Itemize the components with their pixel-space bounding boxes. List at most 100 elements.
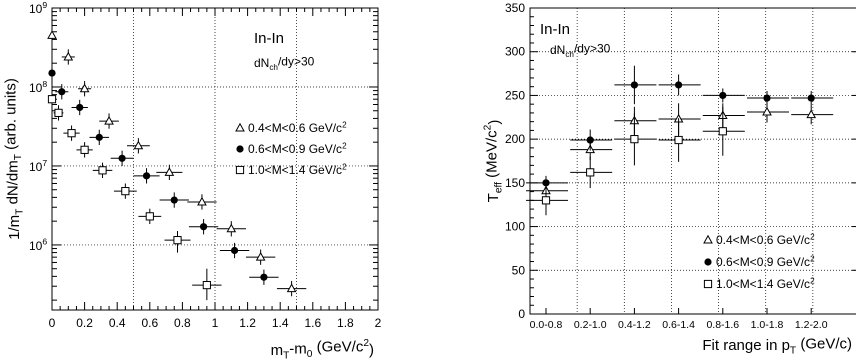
data-point: [807, 94, 815, 102]
y-tick-label: 0: [518, 307, 525, 321]
series: [47, 91, 222, 301]
data-point: [719, 91, 727, 100]
legend: 0.4<M<0.6 GeV/c2​ 0.6<M<0.9 GeV/c2​ 1.0<M<…: [703, 233, 815, 291]
data-point: [230, 246, 239, 255]
y-tick-label: 250: [505, 88, 525, 102]
legend-marker: [704, 258, 712, 266]
data-point: [121, 187, 130, 196]
axis-ticks: [530, 7, 856, 315]
y-tick-label: 106: [29, 237, 47, 253]
data-point: [197, 196, 207, 206]
x-tick-label: 0.8: [174, 316, 191, 330]
data-point: [170, 196, 178, 204]
y-tick-label: 100: [505, 220, 525, 234]
panel-title: In-In: [540, 21, 570, 38]
data-point: [541, 196, 551, 205]
x-axis-title: Fit range in pT​ (GeV/c): [702, 335, 852, 356]
data-point: [80, 145, 89, 154]
y-tick-labels: 106 107 108 109: [29, 0, 47, 253]
legend-label: 1.0<M<1.4 GeV/c2​: [248, 163, 347, 177]
y-tick-label: 108: [29, 79, 47, 95]
y-tick-label: 350: [505, 1, 525, 15]
data-point: [76, 103, 84, 112]
data-points: [47, 27, 307, 301]
y-axis-title: 1/mT​ dN/dmT​ (arb. units): [3, 78, 26, 240]
data-point: [47, 30, 57, 39]
data-point: [763, 94, 771, 102]
data-point: [63, 51, 74, 61]
data-point: [79, 83, 90, 93]
legend-marker: [703, 234, 713, 244]
panel-subtitle: dNch​/dy>30: [550, 42, 611, 59]
x-tick-label: 0.6-1.4: [662, 319, 695, 331]
grid: [530, 8, 856, 314]
data-point: [630, 135, 639, 144]
x-tick-label: 2: [375, 316, 382, 330]
data-point: [226, 223, 237, 233]
data-point: [260, 273, 268, 281]
data-point: [674, 135, 683, 145]
data-point: [173, 236, 182, 245]
data-point: [586, 136, 594, 144]
x-tick-label: 1: [212, 316, 219, 330]
legend-label: 0.4<M<0.6 GeV/c2​: [248, 121, 347, 135]
data-point: [104, 115, 114, 125]
y-tick-label: 107: [29, 158, 47, 174]
x-tick-label: 1.6: [304, 316, 321, 330]
x-tick-label: 0.8-1.6: [706, 319, 739, 331]
panel-teff: 0.0-0.8 0.2-1.0 0.4-1.2 0.6-1.4 0.8-1.6 1.0-1…: [483, 1, 856, 357]
data-point: [95, 133, 103, 141]
data-point: [118, 154, 126, 162]
x-axis-title: mT​-m0​ (GeV/c2​): [271, 338, 374, 362]
legend-label: 0.6<M<0.9 GeV/c2​: [248, 142, 347, 156]
data-point: [58, 88, 66, 96]
data-point: [48, 69, 56, 77]
data-point: [762, 106, 772, 116]
data-point: [630, 81, 639, 89]
panel-title: In-In: [254, 30, 284, 47]
x-tick-label: 1.4: [272, 316, 289, 330]
data-point: [164, 167, 175, 176]
panel-spectra: 0 0.2 0.4 0.6 0.8 1 1.2 1.4 1.6 1.8 2 106 107 108 109…: [3, 0, 382, 362]
legend-label: 0.6<M<0.9 GeV/c2​: [716, 255, 815, 269]
series: [526, 106, 745, 216]
series: [526, 101, 834, 200]
y-tick-label: 109: [29, 0, 47, 16]
x-tick-label: 0: [49, 316, 56, 330]
legend-marker: [235, 122, 245, 132]
legend-marker: [236, 145, 244, 153]
x-tick-label: 1.2: [239, 316, 256, 330]
x-tick-labels: 0.0-0.8 0.2-1.0 0.4-1.2 0.6-1.4 0.8-1.6 1.0-1…: [530, 319, 828, 331]
data-point: [145, 212, 154, 221]
data-point: [542, 179, 550, 187]
data-point: [255, 251, 266, 261]
plot-frame: [529, 7, 856, 315]
legend: 0.4<M<0.6 GeV/c2​ 0.6<M<0.9 GeV/c2​ 1.0<M<…: [235, 121, 347, 177]
x-tick-label: 0.2-1.0: [574, 319, 607, 331]
data-point: [98, 166, 107, 175]
legend-marker: [235, 165, 245, 175]
series: [48, 65, 279, 285]
x-tick-label: 0.4: [109, 316, 126, 330]
x-tick-label: 1.2-2.0: [795, 319, 828, 331]
data-point: [67, 129, 76, 138]
y-tick-label: 300: [505, 45, 525, 59]
series: [47, 27, 307, 297]
data-point: [142, 172, 151, 180]
x-tick-label: 1.0-1.8: [751, 319, 784, 331]
x-tick-labels: 0 0.2 0.4 0.6 0.8 1 1.2 1.4 1.6 1.8 2: [49, 316, 382, 330]
data-point: [806, 109, 817, 119]
data-point: [133, 140, 144, 150]
axis-ticks: [51, 8, 379, 310]
legend-label: 0.4<M<0.6 GeV/c2​: [716, 233, 815, 247]
data-points: [526, 65, 834, 216]
data-point: [199, 223, 208, 231]
y-tick-label: 200: [505, 132, 525, 146]
x-tick-label: 0.0-0.8: [530, 319, 563, 331]
legend-marker: [703, 279, 713, 289]
x-tick-label: 1.8: [337, 316, 354, 330]
y-tick-label: 150: [505, 176, 525, 190]
grid: [52, 8, 378, 310]
data-point: [47, 95, 57, 104]
